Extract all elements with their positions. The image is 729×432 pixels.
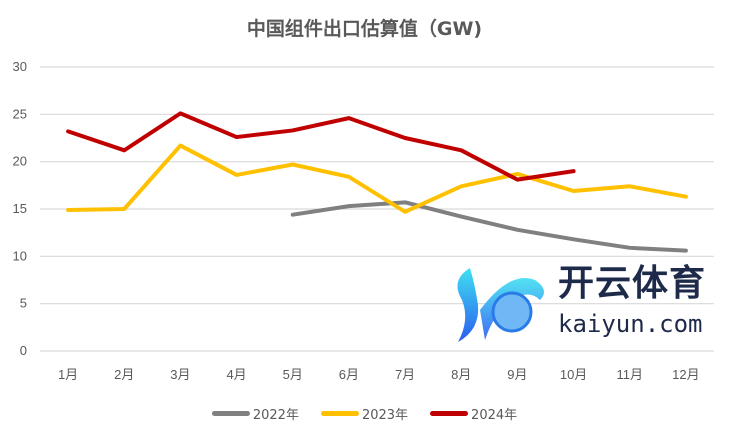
kaiyun-logo-icon	[457, 268, 544, 342]
legend-item-2022: 2022年	[211, 404, 299, 423]
watermark-logo: 开云体育 kaiyun.com	[440, 262, 729, 348]
y-tick-label: 5	[20, 296, 27, 311]
x-tick-label: 8月	[451, 367, 471, 382]
y-tick-label: 10	[13, 248, 27, 263]
x-tick-label: 6月	[339, 367, 359, 382]
legend-swatch	[320, 411, 359, 416]
legend-item-2023: 2023年	[320, 404, 409, 423]
legend-item-2024: 2024年	[430, 404, 517, 423]
x-tick-label: 2月	[114, 367, 134, 382]
y-tick-label: 20	[13, 154, 27, 169]
y-tick-label: 15	[13, 201, 27, 216]
y-tick-label: 25	[13, 106, 27, 121]
legend-swatch	[430, 411, 469, 416]
x-tick-label: 7月	[395, 367, 415, 382]
series-line-2024年	[66, 111, 576, 182]
legend-label: 2022年	[252, 408, 299, 423]
legend-swatch	[211, 411, 250, 416]
x-tick-label: 4月	[226, 367, 246, 382]
x-tick-label: 11月	[617, 367, 644, 382]
x-tick-label: 10月	[560, 367, 587, 382]
legend: 2022年 2023年 2024年	[0, 404, 729, 423]
series-line-2023年	[66, 143, 688, 214]
x-tick-label: 5月	[283, 367, 303, 382]
y-tick-label: 0	[20, 343, 27, 358]
x-tick-label: 12月	[672, 367, 699, 382]
y-tick-label: 30	[13, 59, 27, 74]
watermark-cn: 开云体育	[558, 263, 707, 304]
watermark-en: kaiyun.com	[558, 310, 703, 338]
legend-label: 2023年	[361, 408, 409, 423]
series-line-2022年	[290, 200, 688, 253]
x-tick-label: 3月	[170, 367, 190, 382]
chart-title: 中国组件出口估算值（GW)	[246, 18, 483, 40]
legend-label: 2024年	[471, 408, 518, 423]
x-tick-label: 1月	[58, 367, 78, 382]
x-tick-label: 9月	[507, 367, 527, 382]
